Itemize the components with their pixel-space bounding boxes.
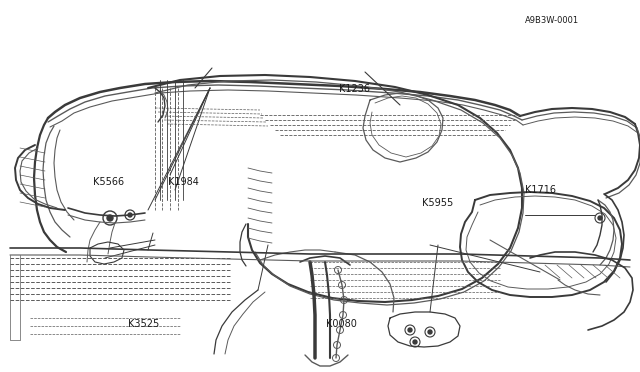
Text: A9B3W-0001: A9B3W-0001 [525,16,579,25]
Circle shape [408,328,412,332]
Text: K1236: K1236 [339,84,370,94]
Text: K1716: K1716 [525,185,556,195]
Text: K0080: K0080 [326,319,357,328]
Circle shape [428,330,432,334]
Circle shape [107,215,113,221]
Text: K3525: K3525 [128,319,159,328]
Circle shape [413,340,417,344]
Text: K5955: K5955 [422,198,454,208]
Text: K1984: K1984 [168,177,198,187]
Text: K5566: K5566 [93,177,124,187]
Circle shape [128,213,132,217]
Circle shape [598,216,602,220]
